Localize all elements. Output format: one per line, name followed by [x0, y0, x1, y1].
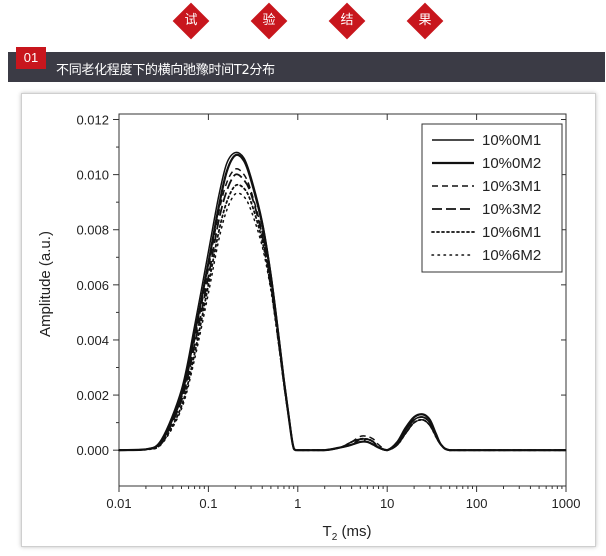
- t2-distribution-chart: 0.01 0.1 1 10 100 1000 0.000 0.002 0.004 0.006 0.0…: [37, 113, 580, 543]
- y-tick-label: 0.008: [76, 223, 109, 238]
- x-axis-label: T2 (ms): [323, 523, 372, 543]
- series-line: [118, 183, 567, 452]
- diamond-label: 果: [418, 13, 432, 28]
- x-tick-label: 0.1: [199, 496, 217, 511]
- legend-label: 10%0M1: [482, 132, 541, 149]
- y-tick-label: 0.002: [76, 388, 109, 403]
- x-tick-label: 1: [294, 496, 301, 511]
- legend-label: 10%3M2: [482, 201, 541, 218]
- x-tick-label: 0.01: [106, 496, 131, 511]
- x-axis-label-sub: 2: [332, 532, 338, 543]
- legend-label: 10%0M2: [482, 155, 541, 172]
- diamond-label: 试: [184, 13, 198, 28]
- legend-label: 10%3M1: [482, 178, 541, 195]
- plot-border: [118, 113, 567, 487]
- chart-legend: 10%0M1 10%0M2 10%3M1 10%3M2 10%6M1 10%6M2: [421, 123, 563, 273]
- y-axis-label: Amplitude (a.u.): [37, 231, 54, 337]
- x-tick-label: 10: [380, 496, 394, 511]
- legend-label: 10%6M2: [482, 247, 541, 264]
- section-header-bar: [8, 52, 605, 82]
- header-diamonds: 试 验 结 果: [0, 0, 606, 44]
- x-tick-label: 1000: [552, 496, 581, 511]
- chart-frame: 0.01 0.1 1 10 100 1000 0.000 0.002 0.004 0.006 0.0…: [21, 93, 596, 547]
- x-axis-label-unit: (ms): [337, 523, 371, 540]
- diamond-label: 验: [262, 13, 276, 28]
- section-number-badge: 01: [16, 47, 46, 69]
- x-tick-label: 100: [466, 496, 488, 511]
- legend-box: [421, 123, 563, 273]
- y-tick-label: 0.012: [76, 113, 109, 128]
- x-axis-label-main: T: [323, 523, 332, 540]
- chart-series: [118, 151, 567, 452]
- y-tick-label: 0.000: [76, 443, 109, 458]
- y-tick-label: 0.010: [76, 168, 109, 183]
- chart-axes: 0.01 0.1 1 10 100 1000 0.000 0.002 0.004 0.006 0.0…: [76, 113, 580, 511]
- diamond-label: 结: [340, 13, 354, 28]
- y-tick-label: 0.006: [76, 278, 109, 293]
- y-tick-label: 0.004: [76, 333, 109, 348]
- legend-label: 10%6M1: [482, 224, 541, 241]
- section-title: 不同老化程度下的横向弛豫时间T2分布: [56, 63, 275, 78]
